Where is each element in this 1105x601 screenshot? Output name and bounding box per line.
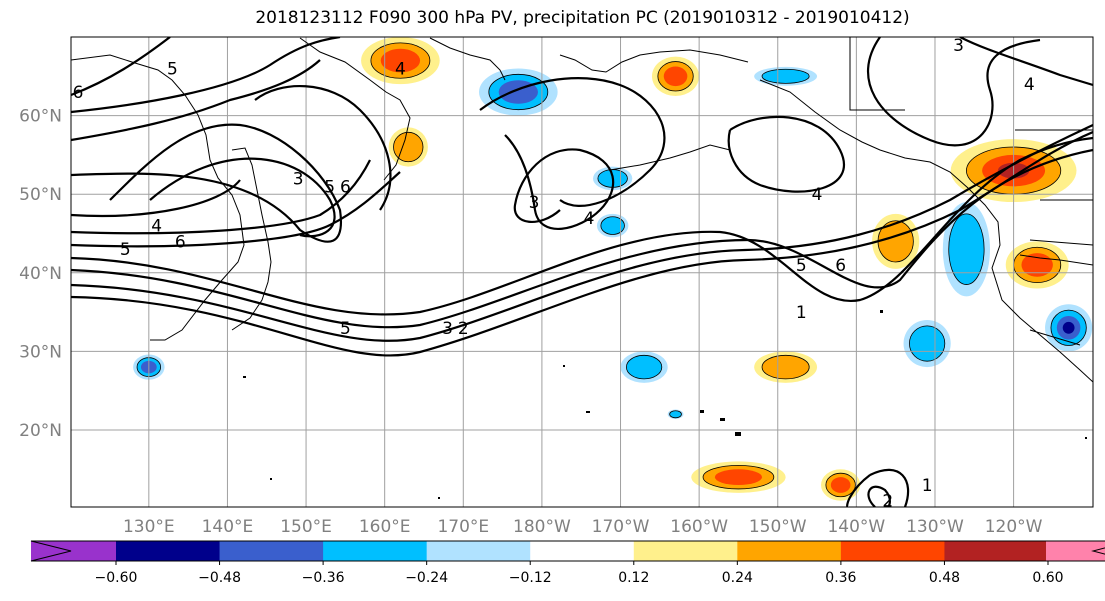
pv-contour-label: 3: [529, 193, 540, 213]
pv-contour-label: 1: [796, 303, 807, 323]
lon-label: 170°E: [437, 517, 489, 537]
colorbar-bin: [219, 541, 324, 561]
pv-contour-label: 4: [584, 209, 595, 229]
colorbar-tick-label: −0.48: [198, 570, 241, 586]
colorbar-tick-label: 0.60: [1032, 570, 1063, 586]
map-frame: [70, 36, 1094, 508]
precip-positive-patch: [361, 37, 440, 85]
colorbar-tick-label: −0.36: [302, 570, 345, 586]
pv-contour-label: 4: [812, 185, 823, 205]
pv-contour-label: 6: [73, 83, 84, 103]
colorbar-bin: [944, 541, 1049, 561]
lat-label: 30°N: [19, 342, 62, 362]
colorbar-bin: [1046, 541, 1105, 561]
precip-negative-patch: [903, 319, 951, 368]
precip-positive-patch: [754, 351, 818, 383]
lon-label: 160°W: [670, 517, 728, 537]
lon-label: 150°W: [749, 517, 807, 537]
pv-contour-label: 3: [293, 169, 304, 189]
figure-title: 2018123112 F090 300 hPa PV, precipitatio…: [255, 8, 910, 28]
pv-contour-label: 6: [835, 256, 846, 276]
pv-contour-label: 6: [175, 232, 186, 252]
precip-positive-patch: [820, 469, 861, 501]
colorbar-bin: [426, 541, 531, 561]
colorbar-extend-max: [1093, 547, 1105, 555]
precip-positive-patch: [388, 127, 428, 167]
precip-positive-patch: [691, 461, 786, 493]
colorbar-bin: [840, 541, 945, 561]
lon-label: 180°W: [513, 517, 571, 537]
pv-contours: [71, 37, 1093, 507]
pv-contour-label: 5: [796, 256, 807, 276]
pv-contour-label: 5: [120, 240, 131, 260]
colorbar-tick-label: −0.24: [405, 570, 448, 586]
precip-positive-patch: [1005, 241, 1069, 289]
precip-negative-patch: [754, 66, 818, 86]
precip-positive-patch: [651, 56, 700, 96]
lat-label: 40°N: [19, 264, 62, 284]
colorbar-bin: [323, 541, 428, 561]
colorbar-outline: [30, 540, 1105, 562]
pv-contour-label: 5: [324, 177, 335, 197]
lat-label: 50°N: [19, 185, 62, 205]
precip-negative-patch: [1045, 304, 1093, 352]
colorbar: −0.60 −0.48 −0.36 −0.24 −0.12 0.12 0.24 0.36 0.4…: [30, 540, 1105, 586]
lat-label: 60°N: [19, 107, 62, 127]
precip-negative-patch: [479, 68, 558, 116]
pv-contour-label: 4: [151, 217, 162, 237]
pv-contour-label: 2: [882, 492, 893, 512]
colorbar-tick-label: 0.48: [929, 570, 960, 586]
lon-label: 140°E: [202, 517, 254, 537]
pv-contour-label: 3: [442, 319, 453, 339]
precipitation-anomaly-layer: [133, 37, 1093, 501]
lon-label: 130°W: [906, 517, 964, 537]
coastlines: [71, 37, 1093, 499]
colorbar-tick-label: 0.12: [618, 570, 649, 586]
pv-contour-label: 6: [340, 177, 351, 197]
longitude-labels: 130°E 140°E 150°E 160°E 170°E 180°W 170°W 160°W…: [123, 517, 1043, 537]
lon-label: 170°W: [592, 517, 650, 537]
lon-label: 140°W: [827, 517, 885, 537]
latitude-labels: 20°N 30°N 40°N 50°N 60°N: [19, 107, 62, 441]
colorbar-bin: [530, 541, 635, 561]
precip-negative-patch: [942, 202, 991, 297]
pv-contour-label: 4: [1024, 75, 1035, 95]
colorbar-tick-label: −0.60: [95, 570, 138, 586]
lat-label: 20°N: [19, 421, 62, 441]
pv-contour-label: 5: [340, 319, 351, 339]
pv-contour-label: 5: [167, 59, 178, 79]
colorbar-tick-label: 0.36: [825, 570, 856, 586]
pv-contour-label: 1: [922, 476, 933, 496]
pv-contour-label: 4: [395, 59, 406, 79]
colorbar-bin: [116, 541, 221, 561]
precip-negative-patch: [596, 213, 629, 238]
pv-contour-label: 2: [458, 319, 469, 339]
colorbar-tick-label: −0.12: [509, 570, 552, 586]
pv-contour-label: 3: [953, 36, 964, 56]
lon-label: 150°E: [280, 517, 332, 537]
colorbar-bin: [633, 541, 738, 561]
colorbar-bin: [737, 541, 842, 561]
lon-label: 130°E: [123, 517, 175, 537]
colorbar-tick-label: 0.24: [722, 570, 753, 586]
precip-negative-patch: [667, 409, 684, 419]
lon-label: 120°W: [985, 517, 1043, 537]
precip-negative-patch: [620, 351, 668, 383]
lon-label: 160°E: [359, 517, 411, 537]
